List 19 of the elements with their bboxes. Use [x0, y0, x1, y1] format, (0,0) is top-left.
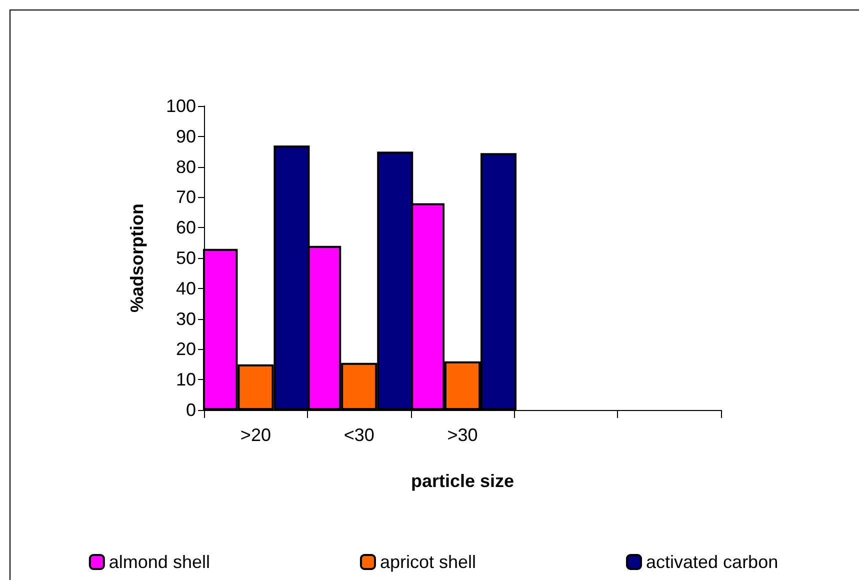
y-tick-label: 90	[176, 126, 196, 146]
legend-label: almond shell	[108, 552, 210, 572]
y-tick-label: 100	[166, 96, 196, 116]
y-tick-label: 10	[176, 370, 196, 390]
y-tick-label: 80	[176, 156, 196, 177]
x-tick-label: <30	[344, 425, 374, 445]
y-tick-label: 30	[176, 308, 196, 329]
legend-label: activated carbon	[646, 552, 778, 572]
x-axis-title: particle size	[410, 471, 514, 491]
x-tick-label: >20	[240, 425, 271, 445]
y-tick-label: 50	[176, 248, 196, 268]
legend-label: apricot shell	[380, 552, 476, 572]
y-tick-label: 40	[176, 278, 196, 298]
y-tick-label: 0	[186, 400, 196, 420]
y-tick-label: 60	[176, 218, 196, 238]
x-tick-label: >30	[447, 425, 478, 445]
y-tick-label: 20	[176, 339, 196, 360]
y-tick-label: 70	[176, 187, 196, 208]
y-axis-title: %adsorption	[127, 203, 147, 313]
